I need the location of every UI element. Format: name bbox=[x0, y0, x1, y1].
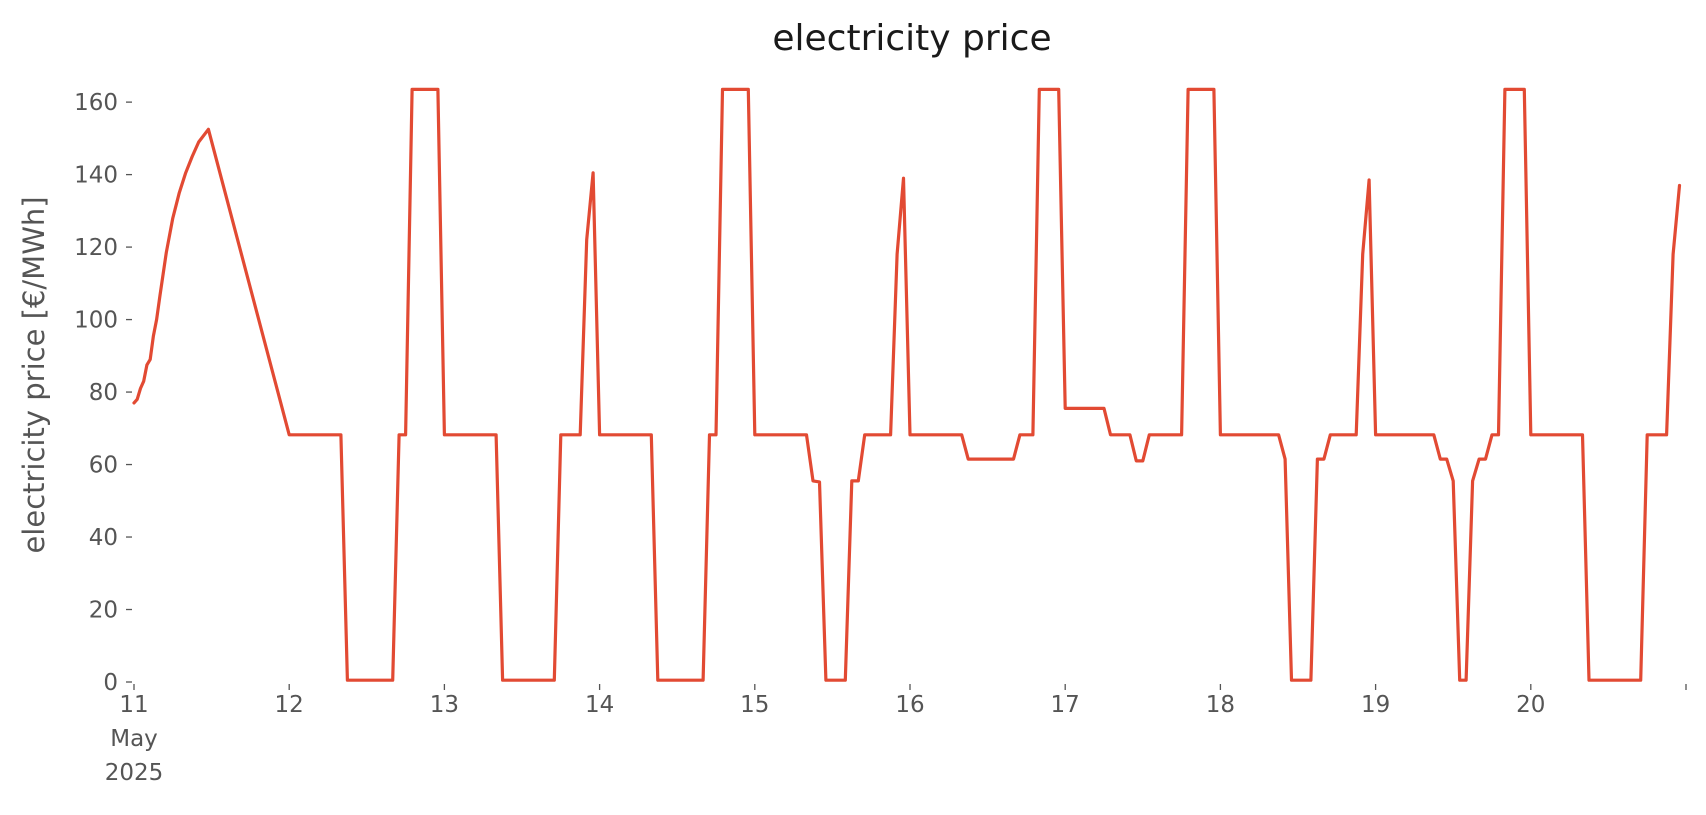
y-tick-label: 0 bbox=[103, 670, 118, 696]
y-axis: 0 20 40 60 80 100 120 140 160 bbox=[74, 90, 132, 696]
x-tick-label: 14 bbox=[585, 692, 614, 718]
x-tick-label: 19 bbox=[1361, 692, 1390, 718]
x-tick-label: 15 bbox=[740, 692, 769, 718]
x-tick-label: 17 bbox=[1051, 692, 1080, 718]
x-tick-label: 20 bbox=[1516, 692, 1545, 718]
series-line bbox=[132, 87, 1682, 682]
x-tick-label: May bbox=[110, 726, 158, 752]
y-tick-label: 140 bbox=[74, 163, 118, 189]
chart-title: electricity price bbox=[772, 18, 1051, 59]
y-tick-label: 120 bbox=[74, 235, 118, 261]
series-layer bbox=[132, 87, 1682, 682]
x-axis: 11 May 2025 12 13 14 15 16 17 18 19 20 bbox=[105, 684, 1687, 786]
x-tick-label: 2025 bbox=[105, 760, 164, 786]
x-tick-label: 11 bbox=[119, 692, 148, 718]
y-tick-label: 40 bbox=[89, 525, 118, 551]
y-tick-label: 160 bbox=[74, 90, 118, 116]
y-tick-label: 60 bbox=[89, 453, 118, 479]
x-tick-label: 13 bbox=[430, 692, 459, 718]
y-axis-label: electricity price [€/MWh] bbox=[17, 196, 51, 553]
y-tick-label: 100 bbox=[74, 308, 118, 334]
y-tick-label: 80 bbox=[89, 380, 118, 406]
x-tick-label: 16 bbox=[895, 692, 924, 718]
y-tick-label: 20 bbox=[89, 598, 118, 624]
x-tick-label: 18 bbox=[1206, 692, 1235, 718]
x-tick-label: 12 bbox=[275, 692, 304, 718]
